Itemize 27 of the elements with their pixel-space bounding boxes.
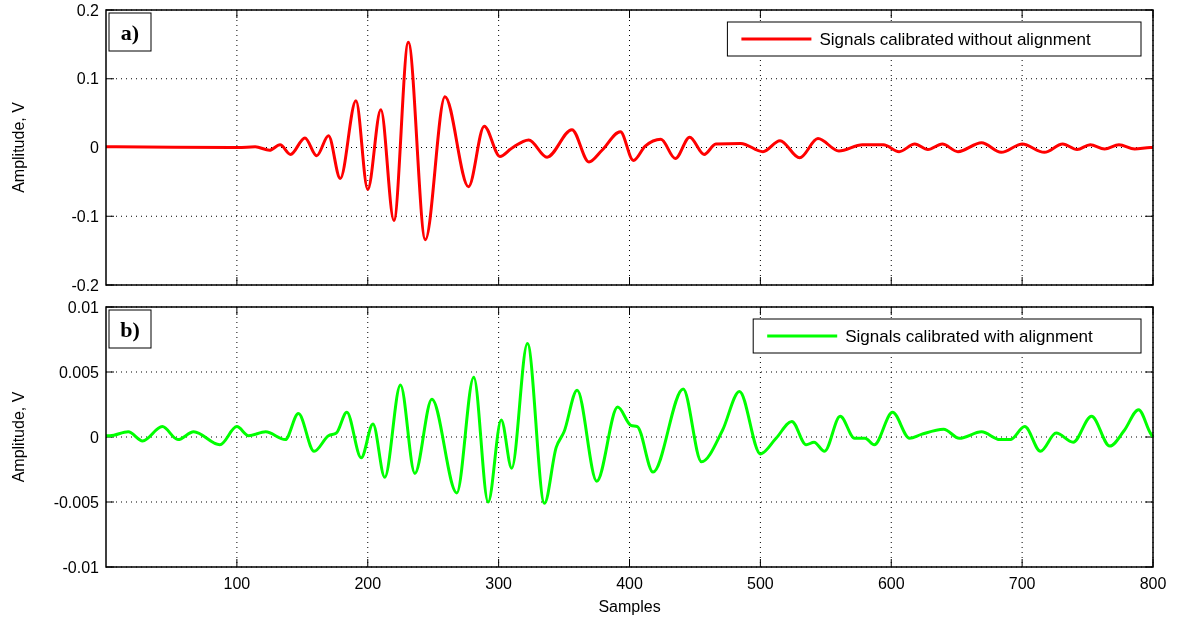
x-tick-label: 100 (223, 575, 251, 592)
y-tick-label: -0.01 (62, 558, 100, 576)
legend: Signals calibrated without alignment (726, 21, 1142, 57)
legend-label: Signals calibrated with alignment (845, 326, 1094, 346)
x-tick-label: 400 (616, 575, 643, 592)
legend-label: Signals calibrated without alignment (819, 29, 1091, 49)
y-tick-label: -0.005 (53, 493, 100, 511)
legend: Signals calibrated with alignment (752, 318, 1142, 354)
x-tick-label: 700 (1008, 575, 1036, 592)
x-tick-label: 500 (747, 575, 774, 592)
x-tick-label: 800 (1139, 575, 1167, 592)
y-axis-title: Amplitude, V (10, 391, 27, 483)
annotation: b) (120, 317, 140, 342)
y-tick-label: 0.2 (76, 1, 100, 19)
y-tick-label: -0.1 (71, 207, 100, 225)
x-tick-label: 200 (354, 575, 382, 592)
x-tick-label: 300 (485, 575, 513, 592)
y-tick-label: 0 (90, 428, 100, 446)
y-axis-title: Amplitude, V (10, 101, 27, 193)
x-tick-label: 600 (877, 575, 905, 592)
y-tick-label: 0 (90, 139, 100, 157)
y-tick-label: 0.01 (67, 298, 100, 316)
y-tick-label: 0.1 (76, 70, 100, 88)
y-tick-label: -0.2 (71, 276, 100, 294)
annotation: a) (120, 20, 140, 45)
y-tick-label: 0.005 (58, 363, 100, 381)
x-axis-title: Samples (598, 598, 661, 615)
